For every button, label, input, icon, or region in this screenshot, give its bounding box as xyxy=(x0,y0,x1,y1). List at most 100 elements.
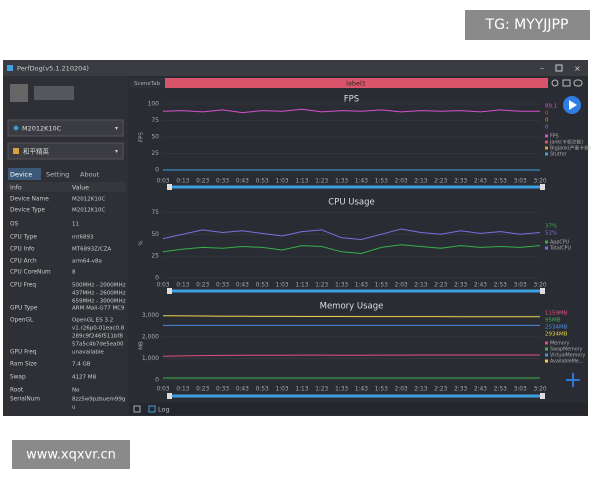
y-tick-label: 25 xyxy=(151,150,159,157)
legend-name[interactable]: Jank(卡顿次数) xyxy=(549,139,583,146)
legend-readout: 0 xyxy=(545,111,549,117)
table-header-bg xyxy=(6,182,126,192)
folder-icon[interactable] xyxy=(562,79,571,87)
tab-active xyxy=(8,168,41,180)
legend-name[interactable]: SwapMemory xyxy=(550,347,583,353)
x-tick-label: 0:03 xyxy=(156,283,169,289)
legend-name[interactable]: Memory xyxy=(550,341,570,347)
scrollbar[interactable] xyxy=(167,185,544,189)
legend-readout: 37% xyxy=(545,224,557,230)
scrollbar[interactable] xyxy=(167,394,544,398)
scroll-handle[interactable] xyxy=(167,184,172,190)
x-tick-label: 1:13 xyxy=(295,179,308,185)
info-key: CPU Arch xyxy=(10,259,37,265)
info-value: 659MHz - 3000MHz xyxy=(72,299,126,305)
device-dropdown[interactable] xyxy=(7,119,124,137)
tab[interactable]: About xyxy=(80,171,100,179)
maximize-button[interactable] xyxy=(555,64,563,72)
tab[interactable]: Device xyxy=(10,171,32,179)
x-tick-label: 0:13 xyxy=(176,283,189,289)
y-tick-label: 0 xyxy=(155,275,159,282)
x-tick-label: 0:23 xyxy=(196,387,209,393)
location-icon[interactable] xyxy=(551,79,559,87)
cloud-icon[interactable] xyxy=(573,79,583,87)
chart-title: Memory Usage xyxy=(320,302,384,312)
app-title: PerfDog(v5.1.210204) xyxy=(17,65,89,73)
minimize-button[interactable]: – xyxy=(540,64,544,73)
legend-swatch xyxy=(545,152,548,156)
scrollbar[interactable] xyxy=(167,289,544,293)
x-tick-label: 1:03 xyxy=(276,283,289,289)
x-tick-label: 2:33 xyxy=(454,283,467,289)
series-line xyxy=(162,108,540,114)
info-value: 11 xyxy=(72,222,79,228)
legend-swatch xyxy=(545,146,548,150)
play-icon xyxy=(569,100,577,110)
legend-readout: 95MB xyxy=(545,318,561,324)
x-tick-label: 3:20 xyxy=(533,283,546,289)
legend-readout: 89.1 xyxy=(545,104,557,110)
legend-name[interactable]: VirtualMemory xyxy=(550,353,585,359)
legend-readout: 0 xyxy=(545,118,549,124)
log-checkbox[interactable] xyxy=(148,405,156,413)
legend-name[interactable]: FPS xyxy=(550,134,559,140)
x-tick-label: 3:03 xyxy=(514,179,527,185)
info-key: Ram Size xyxy=(10,362,37,368)
legend-readout: 52% xyxy=(545,231,557,237)
x-tick-label: 2:13 xyxy=(414,179,427,185)
x-tick-label: 1:53 xyxy=(375,283,388,289)
scroll-handle[interactable] xyxy=(540,184,545,190)
legend-name[interactable]: AvailableMe... xyxy=(550,359,583,365)
game-dropdown[interactable] xyxy=(7,142,124,160)
plot-area xyxy=(163,307,540,380)
tab[interactable]: Setting xyxy=(46,171,69,179)
dropdown-arrow: ▾ xyxy=(115,125,118,132)
legend-name[interactable]: AppCPU xyxy=(550,240,570,246)
scroll-handle[interactable] xyxy=(540,393,545,399)
legend-name[interactable]: BigJank(严重卡顿) xyxy=(550,145,591,152)
expand-button[interactable] xyxy=(133,405,141,413)
log-label: Log xyxy=(158,406,170,414)
x-tick-label: 2:03 xyxy=(395,179,408,185)
x-tick-label: 0:03 xyxy=(156,179,169,185)
scroll-handle[interactable] xyxy=(167,288,172,294)
x-tick-label: 3:20 xyxy=(533,387,546,393)
legend-swatch xyxy=(545,353,548,357)
x-tick-label: 0:03 xyxy=(156,387,169,393)
chart-title: CPU Usage xyxy=(328,198,374,208)
info-value: M2012K10C xyxy=(72,197,105,203)
legend-name[interactable]: Stutter xyxy=(550,152,567,158)
add-button[interactable]: + xyxy=(564,368,582,393)
close-button[interactable]: × xyxy=(574,64,581,73)
game-name[interactable]: 和平精英 xyxy=(23,147,50,156)
y-tick-label: 25 xyxy=(151,253,159,260)
x-tick-label: 1:13 xyxy=(295,387,308,393)
table-header: Info xyxy=(10,185,22,192)
x-tick-label: 1:33 xyxy=(335,179,348,185)
device-name[interactable]: M2012K10C xyxy=(22,125,62,133)
legend-swatch xyxy=(545,341,548,345)
y-tick-label: 75 xyxy=(151,117,159,124)
y-axis-label: FPS xyxy=(139,132,145,142)
legend-swatch xyxy=(545,240,548,244)
scroll-handle[interactable] xyxy=(540,288,545,294)
table-header: Value xyxy=(72,185,89,192)
watermark-box xyxy=(12,440,130,469)
legend-swatch xyxy=(545,347,548,351)
scene-tab[interactable]: SceneTab xyxy=(134,81,161,87)
x-tick-label: 0:43 xyxy=(236,179,249,185)
info-key: Device Name xyxy=(10,197,49,203)
scroll-handle[interactable] xyxy=(167,393,172,399)
label-bar[interactable] xyxy=(165,78,548,88)
legend-swatch xyxy=(545,134,548,138)
info-key: OS xyxy=(10,222,19,228)
info-key: Root xyxy=(10,388,24,394)
x-tick-label: 1:23 xyxy=(315,179,328,185)
info-value: 500MHz - 2000MHz xyxy=(72,283,126,289)
legend-name[interactable]: TotalCPU xyxy=(549,246,571,252)
chart-title: FPS xyxy=(344,95,359,105)
x-tick-label: 0:23 xyxy=(196,179,209,185)
x-tick-label: 1:33 xyxy=(335,283,348,289)
y-tick-label: 3,000 xyxy=(142,312,159,319)
